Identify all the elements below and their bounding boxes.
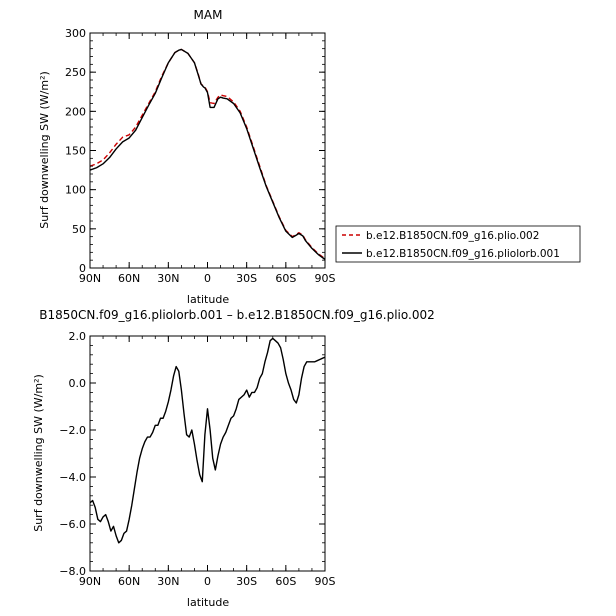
top-x-tick-label: 30S [236, 272, 257, 285]
bottom-x-tick-label: 0 [204, 575, 211, 588]
legend-entry-series-1: b.e12.B1850CN.f09_g16.plio.002 [366, 230, 539, 242]
bottom-y-tick-label: 0.0 [69, 377, 87, 390]
top-y-tick-label: 50 [72, 223, 86, 236]
top-y-tick-label: 250 [65, 66, 86, 79]
bottom-x-tick-label: 90N [79, 575, 101, 588]
top-y-tick-label: 300 [65, 27, 86, 40]
bottom-y-tick-label: −4.0 [59, 471, 86, 484]
bottom-y-tick-label: −6.0 [59, 518, 86, 531]
legend: b.e12.B1850CN.f09_g16.plio.002 b.e12.B18… [335, 225, 581, 263]
top-y-tick-label: 100 [65, 184, 86, 197]
top-plot-frame [89, 32, 326, 269]
top-y-tick-label: 200 [65, 105, 86, 118]
bottom-plot-area [89, 337, 326, 544]
top-x-tick-label: 30N [157, 272, 179, 285]
bottom-x-tick-label: 30S [236, 575, 257, 588]
bottom-chart-title: B1850CN.f09_g16.pliolorb.001 – b.e12.B18… [39, 308, 435, 322]
top-panel: MAM 90N 60N 30N 0 30S 60S 90S 0 50 100 150 200 250 30… [38, 8, 336, 306]
top-x-tick-label: 60N [118, 272, 140, 285]
bottom-plot-frame [89, 335, 326, 572]
bottom-x-tick-label: 60N [118, 575, 140, 588]
bottom-y-tick-label: 2.0 [69, 330, 87, 343]
top-chart-title: MAM [194, 8, 223, 22]
top-x-tick-label: 0 [204, 272, 211, 285]
top-series-line-1 [89, 48, 326, 260]
top-axis-ticks: 90N 60N 30N 0 30S 60S 90S 0 50 100 150 200 250 300 [65, 27, 336, 285]
top-y-tick-label: 0 [79, 262, 86, 275]
legend-entry-series-2: b.e12.B1850CN.f09_g16.pliolorb.001 [366, 248, 560, 260]
top-y-tick-label: 150 [65, 145, 86, 158]
bottom-panel: B1850CN.f09_g16.pliolorb.001 – b.e12.B18… [32, 308, 435, 609]
top-x-tick-label: 90N [79, 272, 101, 285]
top-y-axis-label: Surf downwelling SW (W/m²) [38, 71, 51, 229]
bottom-axis-ticks: 90N 60N 30N 0 30S 60S 90S −8.0 −6.0 −4.0 −2.0 0.0 2.… [59, 330, 335, 588]
legend-box [335, 225, 581, 263]
bottom-x-tick-label: 90S [315, 575, 336, 588]
top-x-axis-label: latitude [187, 293, 229, 306]
bottom-x-tick-label: 30N [157, 575, 179, 588]
top-series-line-2 [89, 48, 326, 260]
top-x-tick-label: 60S [275, 272, 296, 285]
bottom-x-axis-label: latitude [187, 596, 229, 609]
top-x-tick-label: 90S [315, 272, 336, 285]
bottom-series-line-1 [89, 337, 326, 544]
bottom-y-tick-label: −8.0 [59, 565, 86, 578]
top-plot-area [89, 48, 326, 260]
bottom-y-tick-label: −2.0 [59, 424, 86, 437]
bottom-y-axis-label: Surf downwelling SW (W/m²) [32, 374, 45, 532]
bottom-x-tick-label: 60S [275, 575, 296, 588]
